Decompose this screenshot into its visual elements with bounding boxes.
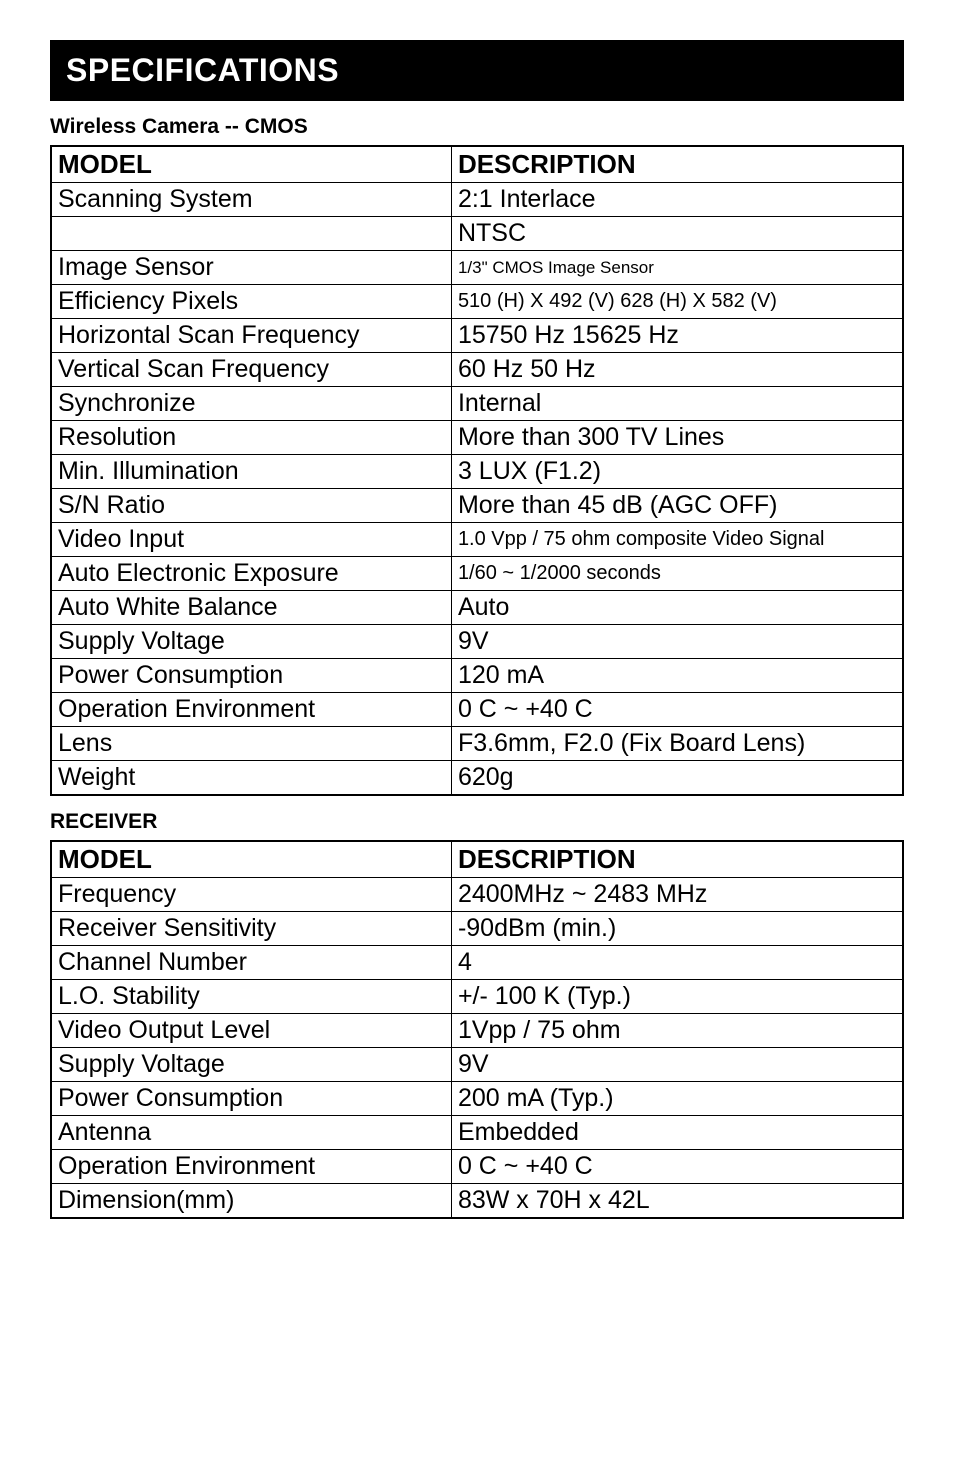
cell-model: Synchronize (51, 387, 451, 421)
table-row: Video Input1.0 Vpp / 75 ohm composite Vi… (51, 523, 903, 557)
cell-description: More than 300 TV Lines (451, 421, 903, 455)
cell-description: 1.0 Vpp / 75 ohm composite Video Signal (451, 523, 903, 557)
cell-description: More than 45 dB (AGC OFF) (451, 489, 903, 523)
cell-model: Image Sensor (51, 251, 451, 285)
cell-model: Efficiency Pixels (51, 285, 451, 319)
col-description: DESCRIPTION (451, 146, 903, 183)
table-row: AntennaEmbedded (51, 1116, 903, 1150)
cell-model: Operation Environment (51, 693, 451, 727)
cell-description: +/- 100 K (Typ.) (451, 980, 903, 1014)
table-row: Min. Illumination3 LUX (F1.2) (51, 455, 903, 489)
table-row: Efficiency Pixels510 (H) X 492 (V) 628 (… (51, 285, 903, 319)
cell-model: Video Output Level (51, 1014, 451, 1048)
page-title: SPECIFICATIONS (50, 40, 904, 101)
cell-description: 9V (451, 625, 903, 659)
cell-model: Power Consumption (51, 659, 451, 693)
cell-description: Internal (451, 387, 903, 421)
cell-description: 2:1 Interlace (451, 183, 903, 217)
table-row: Auto White BalanceAuto (51, 591, 903, 625)
cell-model: Supply Voltage (51, 1048, 451, 1082)
receiver-heading: RECEIVER (50, 810, 904, 834)
cell-description: 200 mA (Typ.) (451, 1082, 903, 1116)
cell-model: Auto White Balance (51, 591, 451, 625)
cell-model: Frequency (51, 878, 451, 912)
cell-model: Auto Electronic Exposure (51, 557, 451, 591)
cell-model: Scanning System (51, 183, 451, 217)
cell-description: 1/60 ~ 1/2000 seconds (451, 557, 903, 591)
table-row: Operation Environment0 C ~ +40 C (51, 1150, 903, 1184)
cell-description: 4 (451, 946, 903, 980)
cell-description: F3.6mm, F2.0 (Fix Board Lens) (451, 727, 903, 761)
cell-description: 15750 Hz 15625 Hz (451, 319, 903, 353)
table-row: Dimension(mm)83W x 70H x 42L (51, 1184, 903, 1219)
table-row: Weight620g (51, 761, 903, 796)
cell-description: 3 LUX (F1.2) (451, 455, 903, 489)
cell-description: -90dBm (min.) (451, 912, 903, 946)
cell-model: Dimension(mm) (51, 1184, 451, 1219)
table-header-row: MODEL DESCRIPTION (51, 146, 903, 183)
cell-model: Operation Environment (51, 1150, 451, 1184)
table-row: NTSC (51, 217, 903, 251)
table-row: ResolutionMore than 300 TV Lines (51, 421, 903, 455)
cell-description: 120 mA (451, 659, 903, 693)
table-row: Channel Number4 (51, 946, 903, 980)
cell-model: Resolution (51, 421, 451, 455)
cell-model: Antenna (51, 1116, 451, 1150)
cell-description: 9V (451, 1048, 903, 1082)
table-row: Power Consumption120 mA (51, 659, 903, 693)
cell-model: Min. Illumination (51, 455, 451, 489)
cell-description: 2400MHz ~ 2483 MHz (451, 878, 903, 912)
cell-description: Auto (451, 591, 903, 625)
table-row: Vertical Scan Frequency60 Hz 50 Hz (51, 353, 903, 387)
cell-description: 0 C ~ +40 C (451, 1150, 903, 1184)
cell-description: 60 Hz 50 Hz (451, 353, 903, 387)
table-row: Video Output Level1Vpp / 75 ohm (51, 1014, 903, 1048)
cell-model: Horizontal Scan Frequency (51, 319, 451, 353)
cell-description: 620g (451, 761, 903, 796)
table-row: LensF3.6mm, F2.0 (Fix Board Lens) (51, 727, 903, 761)
cell-model: Lens (51, 727, 451, 761)
table-row: Supply Voltage9V (51, 625, 903, 659)
cell-model: L.O. Stability (51, 980, 451, 1014)
cell-description: 83W x 70H x 42L (451, 1184, 903, 1219)
cell-model: Power Consumption (51, 1082, 451, 1116)
table-row: Receiver Sensitivity-90dBm (min.) (51, 912, 903, 946)
cell-model: Receiver Sensitivity (51, 912, 451, 946)
table-row: L.O. Stability+/- 100 K (Typ.) (51, 980, 903, 1014)
cell-description: 510 (H) X 492 (V) 628 (H) X 582 (V) (451, 285, 903, 319)
cell-model: Video Input (51, 523, 451, 557)
camera-spec-table: MODEL DESCRIPTION Scanning System2:1 Int… (50, 145, 904, 796)
table-row: Supply Voltage9V (51, 1048, 903, 1082)
table-row: Operation Environment0 C ~ +40 C (51, 693, 903, 727)
col-model: MODEL (51, 146, 451, 183)
col-model: MODEL (51, 841, 451, 878)
table-row: Power Consumption200 mA (Typ.) (51, 1082, 903, 1116)
cell-model: Weight (51, 761, 451, 796)
camera-heading: Wireless Camera -- CMOS (50, 115, 904, 139)
table-row: S/N RatioMore than 45 dB (AGC OFF) (51, 489, 903, 523)
cell-model: Supply Voltage (51, 625, 451, 659)
col-description: DESCRIPTION (451, 841, 903, 878)
receiver-spec-table: MODEL DESCRIPTION Frequency2400MHz ~ 248… (50, 840, 904, 1219)
table-row: Auto Electronic Exposure1/60 ~ 1/2000 se… (51, 557, 903, 591)
cell-model (51, 217, 451, 251)
cell-model: Channel Number (51, 946, 451, 980)
cell-description: 1/3" CMOS Image Sensor (451, 251, 903, 285)
table-row: SynchronizeInternal (51, 387, 903, 421)
table-row: Horizontal Scan Frequency15750 Hz 15625 … (51, 319, 903, 353)
cell-description: NTSC (451, 217, 903, 251)
table-row: Image Sensor1/3" CMOS Image Sensor (51, 251, 903, 285)
table-row: Scanning System2:1 Interlace (51, 183, 903, 217)
cell-model: Vertical Scan Frequency (51, 353, 451, 387)
table-header-row: MODEL DESCRIPTION (51, 841, 903, 878)
table-row: Frequency2400MHz ~ 2483 MHz (51, 878, 903, 912)
cell-description: Embedded (451, 1116, 903, 1150)
cell-description: 1Vpp / 75 ohm (451, 1014, 903, 1048)
cell-model: S/N Ratio (51, 489, 451, 523)
cell-description: 0 C ~ +40 C (451, 693, 903, 727)
